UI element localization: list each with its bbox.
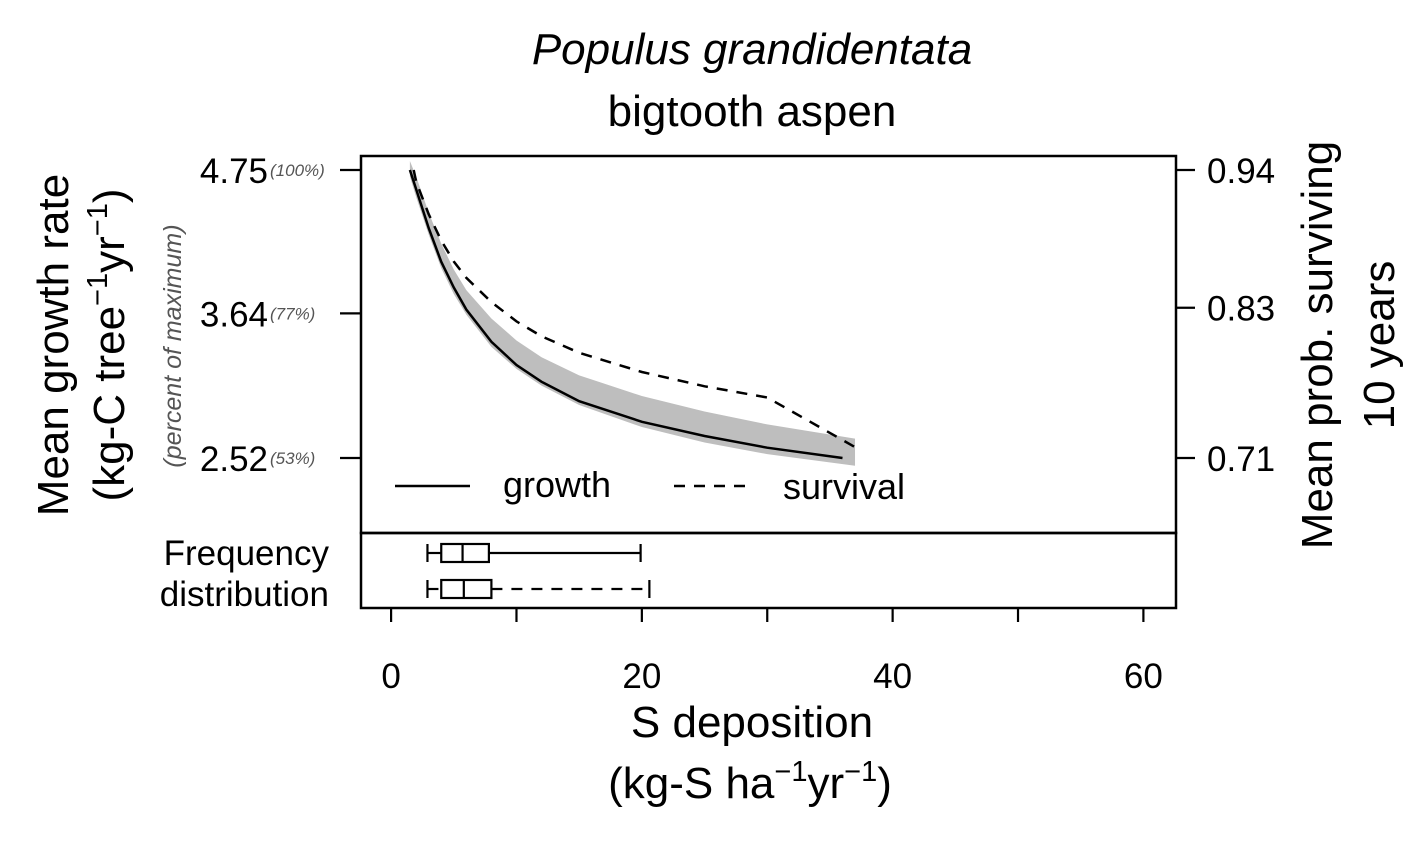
y-axis-left-label-line2: (kg-C tree−1yr−1) <box>82 188 134 501</box>
y-left-tick-percent: (53%) <box>270 449 315 468</box>
series-line-growth <box>408 169 843 460</box>
x-tick-label: 0 <box>381 657 400 696</box>
main-plot-frame <box>359 154 1178 535</box>
x-tick-label: 40 <box>873 657 912 696</box>
legend-survival-label: survival <box>783 466 905 507</box>
boxplot-box <box>440 542 490 564</box>
y-left-tick-percent: (100%) <box>270 161 325 180</box>
boxplot-box <box>440 578 493 600</box>
y-left-tick-label: 3.64 <box>200 295 268 334</box>
y-axis-left-label-prefix: (kg-C tree <box>85 306 134 502</box>
chart-title: Populus grandidentata <box>532 25 972 74</box>
confidence-band <box>409 160 856 466</box>
x-axis-label-mid: yr <box>807 759 844 808</box>
frequency-label-line2: distribution <box>160 575 329 614</box>
y-axis-left-label-line1: Mean growth rate <box>29 174 78 516</box>
chart-subtitle: bigtooth aspen <box>608 87 897 136</box>
axes-layer: 0 20 40 60 4.75 (100%) 3.64 (77%) 2.52 (53%) 0.94 0… <box>200 152 1275 696</box>
x-axis-label-prefix: (kg-S ha <box>608 759 775 808</box>
y-axis-right-label-line1: Mean prob. surviving <box>1293 141 1342 549</box>
y-axis-right-label-line2: 10 years <box>1355 261 1404 430</box>
y-right-tick-label: 0.83 <box>1207 290 1275 329</box>
y-left-tick-label: 2.52 <box>200 440 268 479</box>
frequency-panel-frame <box>359 531 1178 610</box>
x-axis-label-line1: S deposition <box>631 698 873 747</box>
y-left-tick-percent: (77%) <box>270 304 315 323</box>
boxplot-growth <box>426 542 642 564</box>
frequency-label-line1: Frequency <box>164 534 330 573</box>
series-layer <box>408 169 856 460</box>
boxplot-layer <box>426 542 651 600</box>
x-tick-label: 60 <box>1124 657 1163 696</box>
y-axis-left-label-sup2: −1 <box>82 203 114 236</box>
y-axis-left-label-sup1: −1 <box>82 273 114 306</box>
confidence-band-layer <box>409 160 856 466</box>
legend-growth-label: growth <box>503 464 611 505</box>
x-axis-label-sup2: −1 <box>844 756 877 788</box>
boxplot-survival <box>426 578 651 600</box>
y-left-tick-label: 4.75 <box>200 152 268 191</box>
x-axis-label-sup1: −1 <box>774 756 807 788</box>
x-tick-label: 20 <box>622 657 661 696</box>
y-right-tick-label: 0.94 <box>1207 152 1275 191</box>
y-axis-left-secondary-label: (percent of maximum) <box>159 224 187 467</box>
legend: growth survival <box>395 464 905 507</box>
y-axis-left-label-mid: yr <box>85 236 134 273</box>
y-right-tick-label: 0.71 <box>1207 440 1275 479</box>
y-axis-left-label-suffix: ) <box>85 188 134 203</box>
x-axis-label-line2: (kg-S ha−1yr−1) <box>608 756 892 808</box>
x-axis-label-suffix: ) <box>877 759 892 808</box>
